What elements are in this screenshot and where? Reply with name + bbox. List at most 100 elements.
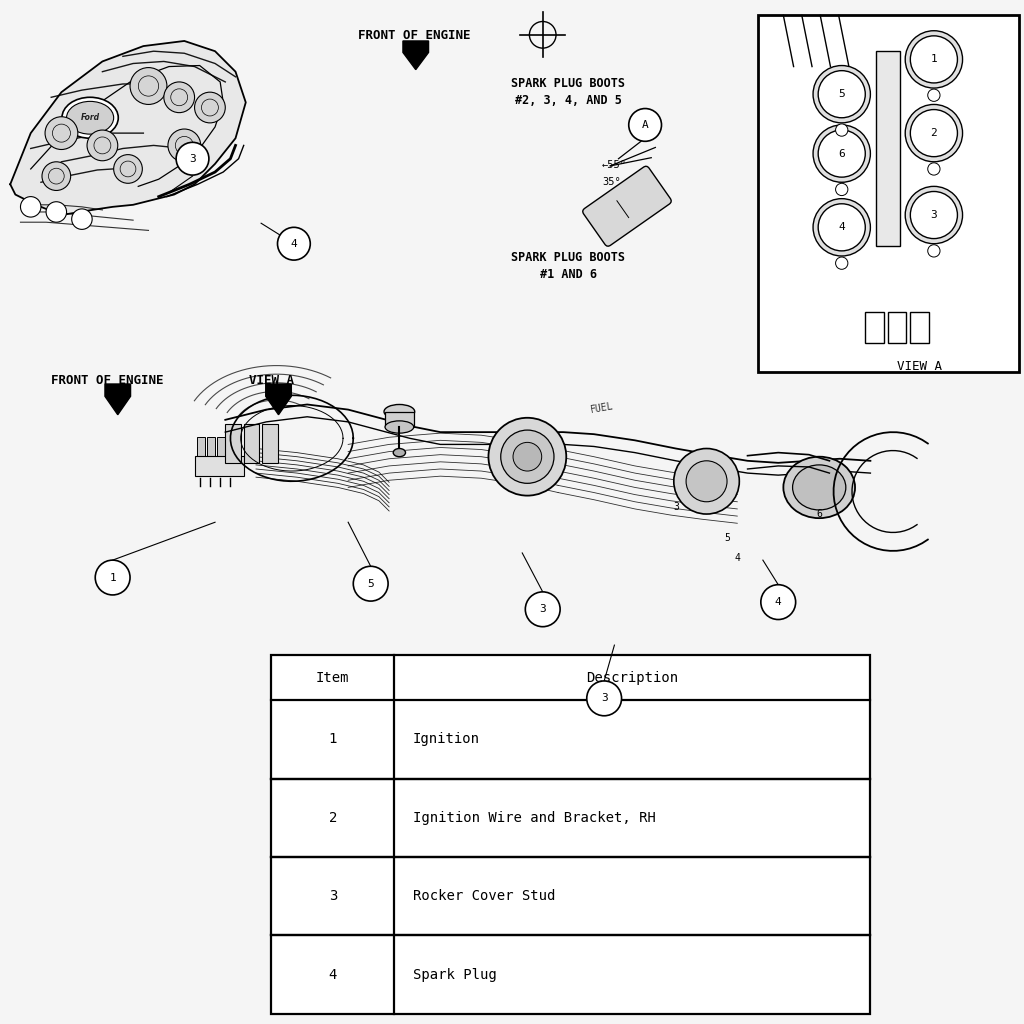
Circle shape bbox=[195, 92, 225, 123]
Text: 2: 2 bbox=[931, 128, 937, 138]
Circle shape bbox=[813, 125, 870, 182]
Bar bbox=[385, 412, 414, 427]
Circle shape bbox=[674, 449, 739, 514]
Circle shape bbox=[488, 418, 566, 496]
Text: 4: 4 bbox=[839, 222, 845, 232]
Text: 6: 6 bbox=[816, 509, 822, 519]
Circle shape bbox=[501, 430, 554, 483]
Text: 5: 5 bbox=[724, 532, 730, 543]
Text: 1: 1 bbox=[329, 732, 337, 746]
Circle shape bbox=[168, 129, 201, 162]
Circle shape bbox=[905, 104, 963, 162]
Circle shape bbox=[20, 197, 41, 217]
Text: Description: Description bbox=[587, 671, 678, 685]
Text: 3: 3 bbox=[189, 154, 196, 164]
Circle shape bbox=[164, 82, 195, 113]
Circle shape bbox=[905, 186, 963, 244]
Circle shape bbox=[818, 130, 865, 177]
Circle shape bbox=[818, 71, 865, 118]
Polygon shape bbox=[266, 384, 292, 415]
Ellipse shape bbox=[793, 465, 846, 510]
Text: Ford: Ford bbox=[81, 114, 99, 122]
Text: 3: 3 bbox=[329, 889, 337, 903]
Bar bbox=[271, 655, 870, 1014]
Text: Ignition Wire and Bracket, RH: Ignition Wire and Bracket, RH bbox=[413, 811, 655, 824]
Circle shape bbox=[353, 566, 388, 601]
Circle shape bbox=[813, 66, 870, 123]
Ellipse shape bbox=[61, 97, 118, 138]
Text: 3: 3 bbox=[931, 210, 937, 220]
Bar bbox=[758, 15, 1019, 372]
Ellipse shape bbox=[783, 457, 855, 518]
Ellipse shape bbox=[393, 449, 406, 457]
Polygon shape bbox=[403, 41, 429, 70]
Circle shape bbox=[905, 31, 963, 88]
Text: 1: 1 bbox=[931, 54, 937, 65]
Circle shape bbox=[46, 202, 67, 222]
Text: VIEW A: VIEW A bbox=[897, 359, 942, 373]
Bar bbox=[225, 424, 241, 463]
Text: 35°: 35° bbox=[602, 177, 621, 187]
Circle shape bbox=[813, 199, 870, 256]
Text: 1: 1 bbox=[110, 572, 116, 583]
Bar bbox=[262, 424, 278, 463]
Text: 4: 4 bbox=[291, 239, 297, 249]
Text: Spark Plug: Spark Plug bbox=[413, 968, 497, 982]
Bar bbox=[207, 437, 215, 476]
Bar bbox=[888, 312, 906, 343]
Ellipse shape bbox=[385, 421, 414, 433]
Circle shape bbox=[928, 89, 940, 101]
Text: 3: 3 bbox=[540, 604, 546, 614]
Circle shape bbox=[836, 124, 848, 136]
Text: Rocker Cover Stud: Rocker Cover Stud bbox=[413, 889, 555, 903]
Circle shape bbox=[278, 227, 310, 260]
Circle shape bbox=[836, 183, 848, 196]
Bar bbox=[227, 437, 236, 476]
Text: VIEW A: VIEW A bbox=[249, 375, 294, 387]
Circle shape bbox=[761, 585, 796, 620]
Circle shape bbox=[910, 191, 957, 239]
Circle shape bbox=[910, 36, 957, 83]
Circle shape bbox=[836, 257, 848, 269]
Polygon shape bbox=[10, 41, 246, 215]
Text: 3: 3 bbox=[673, 502, 679, 512]
Text: 4: 4 bbox=[775, 597, 781, 607]
Circle shape bbox=[629, 109, 662, 141]
Bar bbox=[865, 312, 884, 343]
Text: SPARK PLUG BOOTS
#2, 3, 4, AND 5: SPARK PLUG BOOTS #2, 3, 4, AND 5 bbox=[511, 77, 626, 108]
Text: Ignition: Ignition bbox=[413, 732, 479, 746]
Circle shape bbox=[42, 162, 71, 190]
Circle shape bbox=[928, 163, 940, 175]
Text: 5: 5 bbox=[368, 579, 374, 589]
Text: 6: 6 bbox=[839, 148, 845, 159]
Circle shape bbox=[45, 117, 78, 150]
Circle shape bbox=[928, 245, 940, 257]
Text: 4: 4 bbox=[734, 553, 740, 563]
Circle shape bbox=[176, 142, 209, 175]
Bar bbox=[195, 456, 244, 476]
Circle shape bbox=[130, 68, 167, 104]
Circle shape bbox=[87, 130, 118, 161]
Text: FRONT OF ENGINE: FRONT OF ENGINE bbox=[51, 375, 164, 387]
Text: 2: 2 bbox=[329, 811, 337, 824]
Circle shape bbox=[72, 209, 92, 229]
Polygon shape bbox=[105, 384, 131, 415]
FancyBboxPatch shape bbox=[583, 166, 672, 246]
Circle shape bbox=[686, 461, 727, 502]
Bar bbox=[244, 424, 259, 463]
Ellipse shape bbox=[67, 101, 114, 134]
Text: Item: Item bbox=[316, 671, 349, 685]
Circle shape bbox=[114, 155, 142, 183]
Text: A: A bbox=[642, 120, 648, 130]
Circle shape bbox=[513, 442, 542, 471]
Bar bbox=[197, 437, 205, 476]
Text: FUEL: FUEL bbox=[590, 400, 614, 415]
Circle shape bbox=[587, 681, 622, 716]
Text: SPARK PLUG BOOTS
#1 AND 6: SPARK PLUG BOOTS #1 AND 6 bbox=[511, 251, 626, 282]
Text: 3: 3 bbox=[601, 693, 607, 703]
Text: ←55°: ←55° bbox=[602, 160, 627, 170]
Text: FRONT OF ENGINE: FRONT OF ENGINE bbox=[358, 30, 471, 42]
Circle shape bbox=[818, 204, 865, 251]
Text: 4: 4 bbox=[329, 968, 337, 982]
Circle shape bbox=[910, 110, 957, 157]
